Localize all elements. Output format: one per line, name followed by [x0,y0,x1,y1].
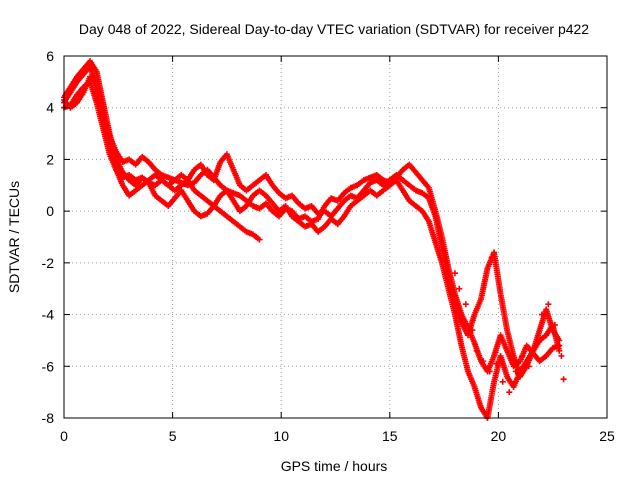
x-tick-label: 5 [169,428,177,444]
data-point [499,378,506,385]
y-tick-label: 2 [46,151,54,167]
y-tick-label: 0 [46,203,54,219]
x-tick-label: 25 [599,428,615,444]
axis-ticks: 0 5 10 15 20 25 -8 -6 -4 -2 0 2 4 6 [42,48,615,444]
data-point [551,321,558,328]
data-point [469,327,476,334]
y-tick-label: 6 [46,48,54,64]
data-point [532,342,539,349]
x-tick-label: 0 [60,428,68,444]
data-point [256,236,263,243]
y-axis-label: SDTVAR / TECUs [6,181,22,293]
data-point [538,311,545,318]
data-marks [61,58,567,421]
y-tick-label: -4 [42,307,55,323]
data-point [525,363,532,370]
data-point [451,270,458,277]
plot-frame [63,55,608,419]
data-point [486,368,493,375]
y-tick-label: -8 [42,410,55,426]
data-point [491,249,498,256]
data-point [462,301,469,308]
x-axis-label: GPS time / hours [281,458,388,474]
data-point [456,285,463,292]
grid [64,56,607,418]
data-point [506,389,513,396]
chart-title: Day 048 of 2022, Sidereal Day-to-day VTE… [79,21,589,37]
y-tick-label: -6 [42,358,55,374]
x-tick-label: 10 [273,428,289,444]
data-point [556,347,563,354]
data-point [512,368,519,375]
x-tick-label: 20 [491,428,507,444]
data-point [493,360,500,367]
data-point [488,254,495,261]
x-tick-label: 15 [382,428,398,444]
data-point [480,358,487,365]
data-point [558,352,565,359]
y-tick-label: -2 [42,255,55,271]
y-tick-label: 4 [46,100,54,116]
data-point [519,352,526,359]
data-point [560,376,567,383]
data-point [473,347,480,354]
data-point [545,301,552,308]
